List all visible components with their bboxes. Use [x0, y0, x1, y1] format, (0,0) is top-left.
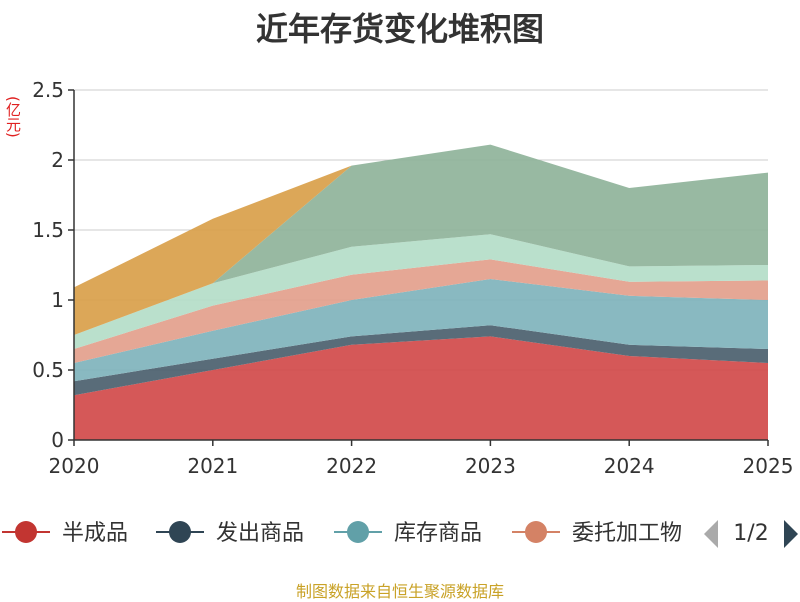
chart-title: 近年存货变化堆积图 [255, 10, 544, 48]
legend-pager: 1/2 [733, 521, 768, 546]
area-series-group [74, 144, 768, 440]
legend-item-半成品[interactable]: 半成品 [2, 521, 128, 546]
area-series-半成品 [74, 336, 768, 440]
source-note: 制图数据来自恒生聚源数据库 [295, 582, 504, 601]
y-tick-labels: 0 0.5 1 1.5 2 2.5 [32, 78, 64, 452]
x-tick-label: 2022 [326, 454, 377, 478]
legend-label: 库存商品 [394, 521, 482, 546]
y-tick-label: 2.5 [32, 78, 64, 102]
legend-marker-icon [347, 521, 369, 543]
legend-label: 委托加工物 [572, 521, 682, 546]
x-tick-label: 2020 [49, 454, 100, 478]
legend-next-icon[interactable] [784, 520, 798, 548]
legend-item-发出商品[interactable]: 发出商品 [156, 521, 304, 546]
area-series-在产品 [74, 144, 768, 335]
legend-label: 半成品 [62, 521, 128, 546]
area-series-库存商品 [74, 279, 768, 382]
legend-item-库存商品[interactable]: 库存商品 [334, 521, 482, 546]
area-series-发出商品 [74, 325, 768, 396]
legend-marker-icon [15, 521, 37, 543]
y-tick-label: 0.5 [32, 358, 64, 382]
y-tick-label: 1 [51, 288, 64, 312]
area-series-委托加工物资 [74, 259, 768, 363]
y-axis-unit-label: (亿元) [4, 96, 22, 138]
legend-marker-icon [169, 521, 191, 543]
area-series-原材料 [74, 234, 768, 349]
x-tick-labels: 2020 2021 2022 2023 2024 2025 [49, 454, 794, 478]
legend-prev-icon[interactable] [704, 520, 718, 548]
legend-marker-icon [525, 521, 547, 543]
x-tick-label: 2021 [187, 454, 238, 478]
legend-item-委托加工物[interactable]: 委托加工物 [512, 521, 682, 546]
x-tick-label: 2024 [604, 454, 655, 478]
y-tick-label: 0 [51, 428, 64, 452]
legend: 半成品 发出商品 库存商品 委托加工物 1/2 [2, 520, 798, 548]
y-tick-label: 2 [51, 148, 64, 172]
axes [68, 89, 769, 446]
legend-label: 发出商品 [216, 521, 304, 546]
x-tick-label: 2023 [465, 454, 516, 478]
x-tick-label: 2025 [743, 454, 794, 478]
area-series-周转材料 [74, 144, 768, 335]
y-tick-label: 1.5 [32, 218, 64, 242]
